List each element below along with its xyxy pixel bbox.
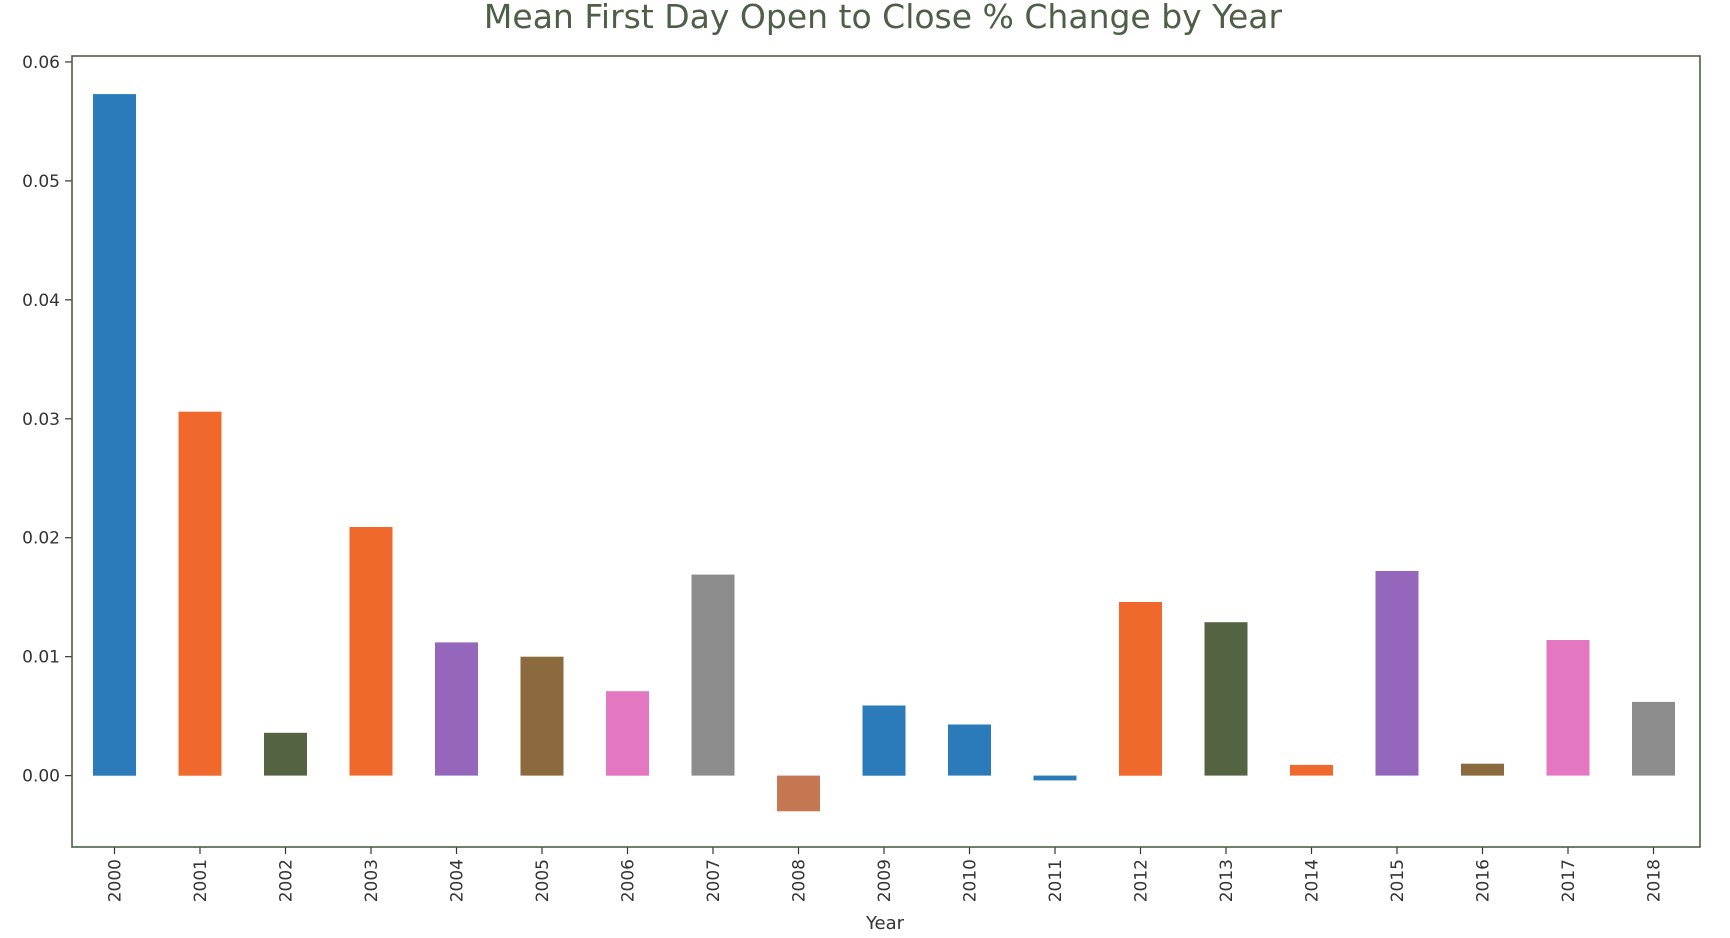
y-tick-label: 0.01 [22, 648, 60, 668]
x-tick-label: 2013 [1217, 859, 1237, 902]
x-tick-label: 2009 [875, 859, 895, 902]
y-tick-label: 0.05 [22, 172, 60, 192]
bars [93, 94, 1675, 812]
x-tick-label: 2005 [533, 859, 553, 902]
x-tick-label: 2008 [790, 859, 810, 902]
y-tick-label: 0.03 [22, 410, 60, 430]
chart-title: Mean First Day Open to Close % Change by… [484, 0, 1283, 36]
bar-2001 [178, 411, 222, 776]
x-tick-label: 2015 [1388, 859, 1408, 902]
y-axis: 0.00 0.01 0.02 0.03 0.04 0.05 0.06 [22, 53, 72, 787]
bar-2009 [862, 705, 906, 776]
bar-2005 [520, 656, 564, 776]
bar-2017 [1546, 640, 1590, 776]
x-tick-label: 2014 [1303, 859, 1323, 902]
x-tick-label: 2018 [1645, 859, 1665, 902]
x-tick-label: 2012 [1132, 859, 1152, 902]
y-tick-label: 0.06 [22, 53, 60, 73]
bar-2013 [1204, 622, 1248, 776]
bar-2012 [1119, 602, 1162, 776]
x-tick-label: 2006 [619, 859, 639, 902]
bar-2008 [777, 775, 820, 812]
bar-2018 [1632, 701, 1675, 776]
plot-frame [71, 55, 1701, 848]
bar-2015 [1375, 571, 1419, 776]
x-tick-label: 2002 [277, 859, 297, 902]
y-tick-label: 0.02 [22, 529, 60, 549]
x-tick-label: 2010 [961, 859, 981, 902]
x-tick-label: 2000 [106, 859, 126, 902]
bar-2002 [264, 732, 307, 776]
bar-2007 [691, 574, 735, 776]
x-tick-label: 2016 [1474, 859, 1494, 902]
y-tick-label: 0.00 [22, 767, 60, 787]
y-tick-label: 0.04 [22, 291, 60, 311]
bar-2011 [1033, 775, 1077, 781]
bar-2004 [435, 642, 478, 776]
bar-2003 [349, 527, 393, 776]
x-tick-label: 2007 [704, 859, 724, 902]
x-tick-label: 2003 [362, 859, 382, 902]
bar-2000 [93, 94, 136, 776]
x-tick-label: 2001 [191, 859, 211, 902]
x-axis: 2000 2001 2002 2003 2004 2005 2006 2007 2008 2009… [106, 847, 1665, 902]
x-tick-label: 2017 [1559, 859, 1579, 902]
bar-2014 [1290, 764, 1333, 776]
x-axis-label: Year [865, 913, 905, 934]
bar-2006 [606, 691, 649, 776]
x-tick-label: 2004 [448, 859, 468, 902]
bar-2010 [948, 724, 991, 776]
bar-2016 [1461, 763, 1504, 776]
x-tick-label: 2011 [1046, 859, 1066, 902]
